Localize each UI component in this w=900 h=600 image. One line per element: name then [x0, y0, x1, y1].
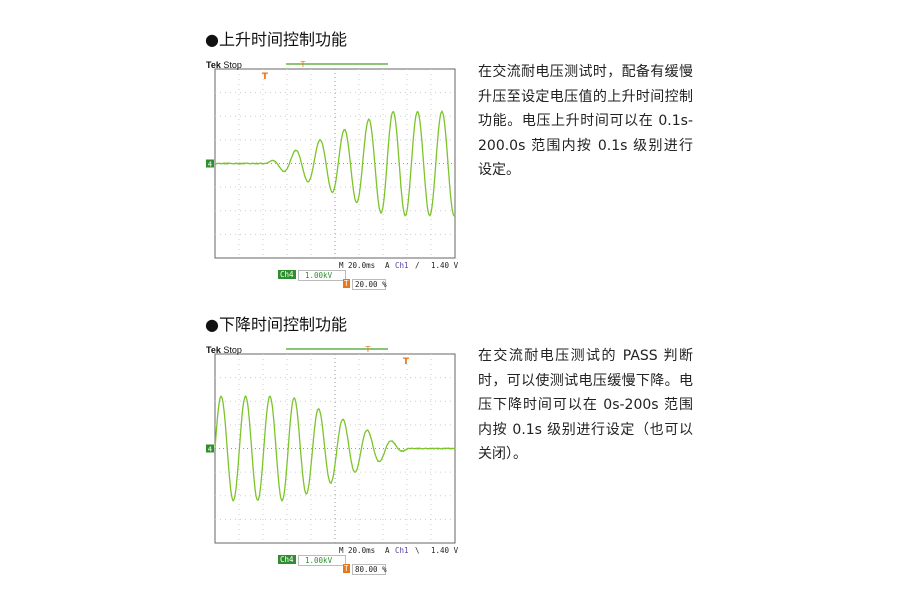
- oscilloscope-fall: T T 4 Tek Stop M 20.0ms A Ch1 \ 1.40 V Ch4…: [203, 342, 463, 582]
- trigger-position: 20.00 %: [352, 279, 386, 290]
- trigger-position-icon: T: [343, 279, 350, 288]
- channel-scale: 1.00kV: [298, 555, 346, 566]
- svg-text:4: 4: [208, 446, 213, 454]
- oscilloscope-rise: T T 4 Tek Stop M 20.0ms A Ch1 / 1.40 V Ch4…: [203, 57, 463, 297]
- trigger-position: 80.00 %: [352, 564, 386, 575]
- timebase: M 20.0ms: [339, 546, 375, 555]
- trigger-level: 1.40 V: [431, 546, 458, 555]
- channel-label: Ch4: [278, 270, 296, 279]
- channel-label: Ch4: [278, 555, 296, 564]
- timebase: M 20.0ms: [339, 261, 375, 270]
- scope-brand: Tek Stop: [206, 345, 242, 355]
- section-title-fall: ●下降时间控制功能: [205, 311, 347, 335]
- trigger-marker-icon: T: [403, 357, 410, 367]
- trigger-position-icon: T: [343, 564, 350, 573]
- section-title-rise: ●上升时间控制功能: [205, 26, 347, 50]
- trigger-marker-icon: T: [262, 72, 269, 82]
- svg-text:T: T: [365, 345, 371, 354]
- trigger-slope-icon: \: [415, 546, 420, 555]
- svg-text:T: T: [300, 60, 306, 69]
- section-text-fall: 在交流耐电压测试的 PASS 判断时，可以使测试电压缓慢下降。电压下降时间可以在…: [478, 344, 693, 467]
- trigger-mode: A: [385, 261, 390, 270]
- trigger-channel: Ch1: [395, 261, 409, 270]
- trigger-slope-icon: /: [415, 261, 420, 270]
- channel-scale: 1.00kV: [298, 270, 346, 281]
- svg-text:4: 4: [208, 161, 213, 169]
- trigger-channel: Ch1: [395, 546, 409, 555]
- scope-brand: Tek Stop: [206, 60, 242, 70]
- trigger-level: 1.40 V: [431, 261, 458, 270]
- trigger-mode: A: [385, 546, 390, 555]
- section-text-rise: 在交流耐电压测试时，配备有缓慢升压至设定电压值的上升时间控制功能。电压上升时间可…: [478, 60, 693, 183]
